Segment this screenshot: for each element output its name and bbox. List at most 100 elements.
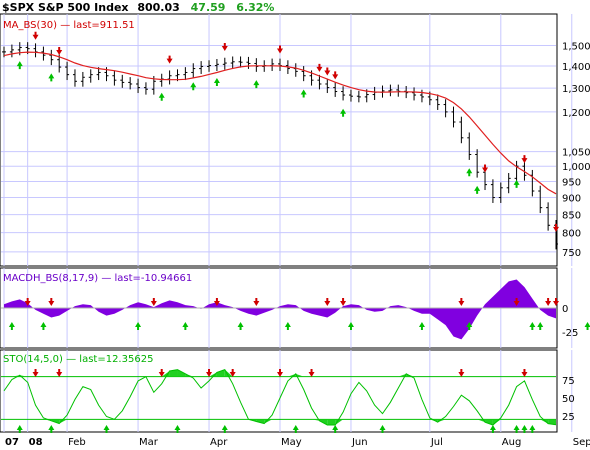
sell-arrow-icon	[324, 298, 331, 306]
price-y-tick-label: 950	[562, 177, 581, 188]
sell-arrow-icon	[206, 369, 213, 377]
sto-layer	[1, 368, 557, 426]
buy-arrow-icon	[332, 425, 339, 433]
sell-arrow-icon	[521, 369, 528, 377]
sell-arrow-icon	[277, 369, 283, 377]
macd-layer	[1, 279, 556, 340]
buy-arrow-icon	[521, 425, 528, 433]
price-y-tick-label: 1,300	[562, 84, 590, 95]
sell-arrow-icon	[316, 63, 323, 72]
buy-arrow-icon	[16, 425, 23, 433]
sto-overbought-fill	[224, 369, 233, 377]
sto-overbought-fill	[398, 373, 407, 377]
sto-oversold-fill	[335, 419, 344, 426]
buy-arrow-icon	[292, 425, 299, 433]
buy-arrow-icon	[584, 322, 590, 330]
sell-arrow-icon	[32, 369, 39, 377]
sell-arrow-icon	[32, 31, 39, 40]
sto-oversold-fill	[311, 419, 320, 421]
sto-panel-frame	[0, 349, 558, 433]
sell-arrow-icon	[553, 223, 559, 232]
buy-arrow-icon	[48, 73, 55, 82]
sto-oversold-fill	[429, 419, 438, 423]
sto-oversold-fill	[256, 419, 265, 424]
buy-arrow-icon	[221, 425, 228, 433]
macd-y-tick-label: 0	[562, 304, 568, 315]
sto-panel-label: STO(14,5,0) — last=12.35625	[3, 354, 153, 365]
buy-arrow-icon	[48, 425, 55, 433]
buy-arrow-icon	[340, 108, 347, 117]
moving-average-line	[3, 51, 557, 195]
buy-arrow-icon	[529, 425, 536, 433]
percent-change: 6.32%	[236, 1, 274, 14]
price-y-tick-label: 1,200	[562, 108, 590, 119]
buy-arrow-icon	[190, 82, 197, 91]
sto-overbought-fill	[216, 369, 225, 377]
sto-overbought-fill	[169, 369, 178, 377]
sto-oversold-fill	[437, 419, 446, 423]
buy-arrow-icon	[537, 322, 544, 330]
buy-arrow-icon	[284, 322, 291, 330]
sell-arrow-icon	[340, 298, 347, 306]
signal-arrows	[8, 31, 590, 433]
sell-arrow-icon	[277, 45, 283, 54]
sell-arrow-icon	[482, 164, 489, 173]
sell-arrow-icon	[332, 71, 339, 80]
sto-y-tick-label: 75	[562, 376, 575, 387]
sell-arrow-icon	[229, 369, 236, 377]
buy-arrow-icon	[237, 322, 244, 330]
chart-header: $SPX S&P 500 Index 800.03 47.59 6.32%	[2, 1, 274, 14]
price-layer	[2, 42, 558, 250]
sto-oversold-fill	[327, 419, 336, 426]
buy-arrow-icon	[16, 61, 23, 70]
buy-arrow-icon	[300, 89, 307, 98]
price-panel-frame	[0, 13, 558, 267]
buy-arrow-icon	[158, 92, 165, 101]
buy-arrow-icon	[418, 322, 425, 330]
sell-arrow-icon	[150, 298, 157, 306]
symbol-name: $SPX S&P 500 Index	[2, 1, 129, 14]
price-y-tick-label: 1,000	[562, 162, 590, 173]
buy-arrow-icon	[40, 322, 47, 330]
last-price: 800.03	[137, 1, 179, 14]
sto-overbought-fill	[161, 370, 170, 377]
buy-arrow-icon	[379, 425, 386, 433]
sell-arrow-icon	[458, 369, 465, 377]
buy-arrow-icon	[489, 425, 496, 433]
sell-arrow-icon	[253, 298, 260, 306]
buy-arrow-icon	[347, 322, 354, 330]
buy-arrow-icon	[253, 80, 260, 89]
sto-oversold-fill	[492, 419, 501, 426]
macd-panel-label: MACDH_BS(8,17,9) — last=-10.94661	[3, 273, 192, 284]
sell-arrow-icon	[48, 298, 55, 306]
sell-arrow-icon	[521, 155, 528, 164]
sto-oversold-fill	[59, 419, 68, 424]
x-tick-label: May	[281, 437, 302, 448]
x-tick-label: Jul	[430, 437, 443, 448]
buy-arrow-icon	[529, 322, 536, 330]
buy-arrow-icon	[174, 425, 181, 433]
sto-overbought-fill	[295, 373, 304, 377]
price-y-tick-label: 750	[562, 248, 581, 259]
sell-arrow-icon	[458, 298, 465, 306]
buy-arrow-icon	[513, 425, 520, 433]
buy-arrow-icon	[213, 78, 220, 87]
sell-arrow-icon	[213, 298, 220, 306]
price-y-tick-label: 1,400	[562, 62, 590, 73]
buy-arrow-icon	[513, 179, 520, 188]
price-y-tick-label: 800	[562, 229, 581, 240]
sell-arrow-icon	[324, 67, 331, 76]
price-y-tick-label: 900	[562, 194, 581, 205]
sell-arrow-icon	[221, 42, 228, 51]
macd-y-tick-label: -25	[562, 328, 578, 339]
grid-layer	[1, 14, 573, 432]
x-tick-label: 08	[29, 437, 43, 448]
x-tick-label: Sep	[573, 437, 590, 448]
price-y-tick-label: 1,500	[562, 41, 590, 52]
x-tick-label: 07	[5, 437, 19, 448]
sell-arrow-icon	[545, 298, 552, 306]
buy-arrow-icon	[103, 425, 110, 433]
buy-arrow-icon	[182, 322, 189, 330]
sto-overbought-fill	[406, 373, 415, 377]
